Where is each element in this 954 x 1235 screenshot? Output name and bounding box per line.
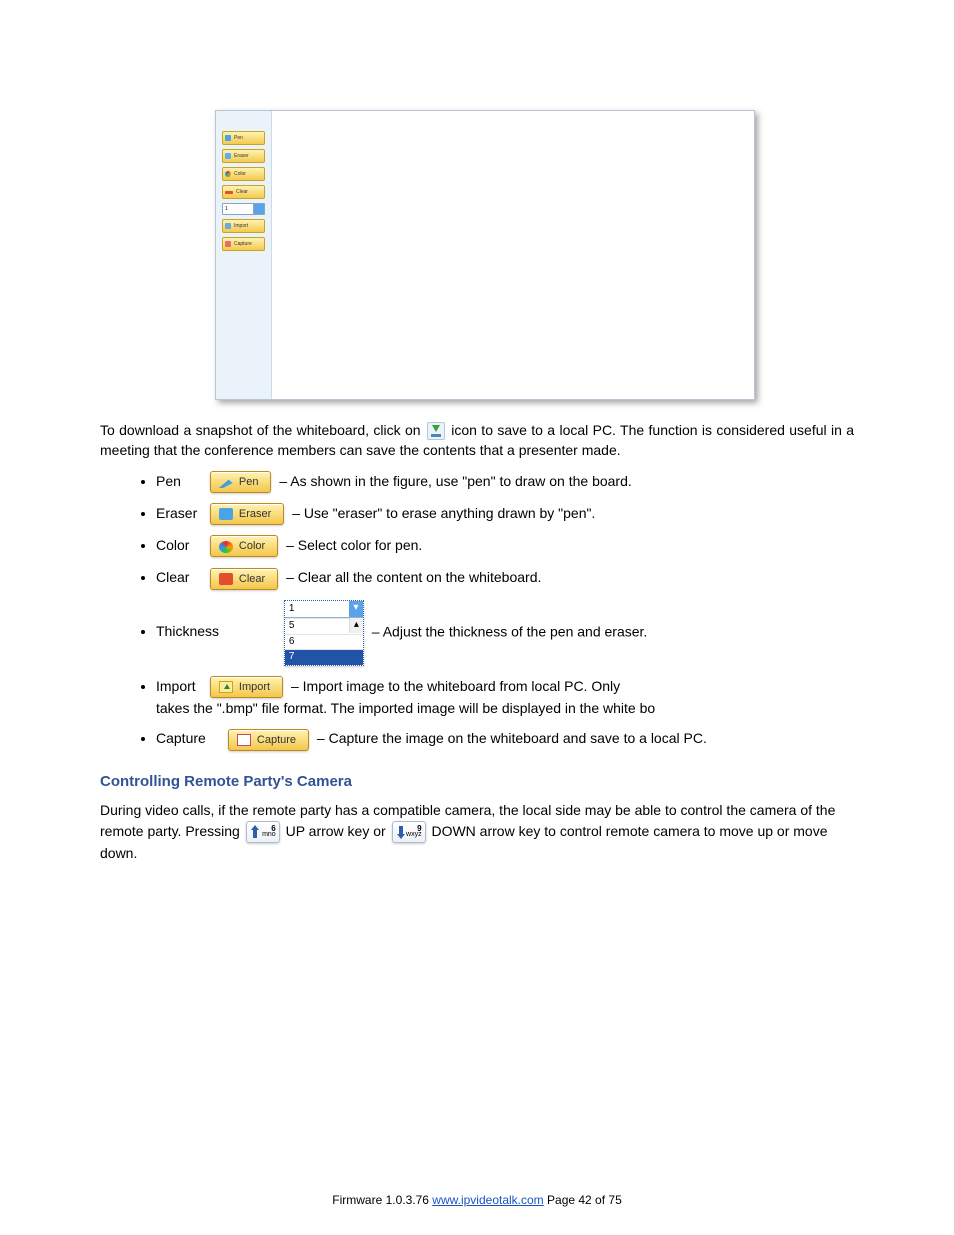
color-button[interactable]: Color — [210, 535, 278, 557]
wb-eraser-button[interactable]: Eraser — [222, 149, 265, 163]
pen-dash: – — [279, 473, 287, 489]
pen-item: Pen Pen – As shown in the figure, use "p… — [156, 471, 854, 493]
key-letters: wxyz — [406, 830, 422, 841]
thickness-dash: – — [372, 623, 380, 639]
wb-color-label: Color — [234, 171, 246, 177]
capture-icon — [237, 734, 251, 746]
thickness-desc: Adjust the thickness of the pen and eras… — [383, 623, 648, 639]
color-dash: – — [286, 537, 294, 553]
footer-pre: Firmware 1.0.3.76 — [332, 1193, 432, 1207]
thickness-option[interactable]: 6 — [285, 634, 363, 650]
thickness-option-selected[interactable]: 7 — [285, 649, 363, 665]
color-prefix: Color — [156, 535, 202, 555]
capture-button[interactable]: Capture — [228, 729, 309, 751]
clear-item: Clear Clear – Clear all the content on t… — [156, 567, 854, 589]
wb-thickness-selector[interactable]: 1 — [222, 203, 265, 215]
down-arrow-key[interactable]: 9 wxyz — [392, 821, 426, 843]
wb-pen-button[interactable]: Pen — [222, 131, 265, 145]
pen-icon — [219, 476, 233, 488]
capture-prefix: Capture — [156, 728, 220, 748]
dropdown-arrow-icon[interactable]: ▾ — [349, 601, 363, 618]
eraser-icon — [225, 153, 231, 159]
capture-dash: – — [317, 730, 325, 746]
page: Pen Eraser Color Clear 1 Import Capture … — [0, 0, 954, 1235]
capture-icon — [225, 241, 231, 247]
color-item: Color Color – Select color for pen. — [156, 535, 854, 557]
clear-icon — [225, 191, 233, 194]
download-pre-text: To download a snapshot of the whiteboard… — [100, 422, 425, 438]
wb-capture-label: Capture — [234, 241, 252, 247]
wb-capture-button[interactable]: Capture — [222, 237, 265, 251]
eraser-prefix: Eraser — [156, 503, 202, 523]
page-footer: Firmware 1.0.3.76 www.ipvideotalk.com Pa… — [0, 1193, 954, 1207]
import-icon — [225, 223, 231, 229]
clear-icon — [219, 573, 233, 585]
pen-button-label: Pen — [239, 476, 259, 488]
color-button-label: Color — [239, 540, 265, 552]
wb-thickness-value: 1 — [225, 206, 228, 212]
key-letters: mno — [262, 830, 276, 841]
wb-clear-label: Clear — [236, 189, 248, 195]
footer-link[interactable]: www.ipvideotalk.com — [432, 1193, 543, 1207]
up-arrow-key[interactable]: 6 mno — [246, 821, 280, 843]
wb-eraser-label: Eraser — [234, 153, 249, 159]
footer-post: Page 42 of 75 — [547, 1193, 622, 1207]
wb-import-label: Import — [234, 223, 248, 229]
clear-button[interactable]: Clear — [210, 568, 278, 590]
wb-clear-button[interactable]: Clear — [222, 185, 265, 199]
camera-control-heading: Controlling Remote Party's Camera — [100, 773, 854, 790]
import-prefix: Import — [156, 676, 202, 696]
import-button-label: Import — [239, 681, 270, 693]
whiteboard-sidebar: Pen Eraser Color Clear 1 Import Capture — [216, 111, 272, 399]
up-arrow-icon — [250, 825, 260, 839]
clear-desc: Clear all the content on the whiteboard. — [298, 569, 542, 585]
download-icon[interactable] — [427, 422, 445, 440]
pencil-icon — [225, 135, 231, 141]
import-desc-line1: Import image to the whiteboard from loca… — [303, 678, 620, 694]
ctrl-mid-text: UP arrow key or — [286, 823, 390, 839]
pen-button[interactable]: Pen — [210, 471, 272, 493]
eraser-button-label: Eraser — [239, 508, 271, 520]
thickness-item: Thickness 1 ▾ ▴ 5 6 7 – Adjust the thick… — [156, 600, 854, 666]
thickness-current-value: 1 — [285, 601, 349, 618]
import-button[interactable]: Import — [210, 676, 283, 698]
color-desc: Select color for pen. — [298, 537, 423, 553]
pen-desc: As shown in the figure, use "pen" to dra… — [290, 473, 631, 489]
clear-button-label: Clear — [239, 573, 265, 585]
import-desc-line2: takes the ".bmp" file format. The import… — [156, 700, 655, 716]
scroll-up-icon[interactable]: ▴ — [349, 618, 363, 633]
thickness-prefix: Thickness — [156, 621, 276, 641]
download-paragraph: To download a snapshot of the whiteboard… — [100, 420, 854, 461]
eraser-item: Eraser Eraser – Use "eraser" to erase an… — [156, 503, 854, 525]
thickness-dropdown[interactable]: 1 ▾ ▴ 5 6 7 — [284, 600, 364, 666]
pen-prefix: Pen — [156, 471, 202, 491]
import-item: Import Import – Import image to the whit… — [156, 676, 854, 719]
capture-button-label: Capture — [257, 734, 296, 746]
whiteboard-screenshot: Pen Eraser Color Clear 1 Import Capture — [215, 110, 755, 400]
wb-color-button[interactable]: Color — [222, 167, 265, 181]
wb-import-button[interactable]: Import — [222, 219, 265, 233]
import-icon — [219, 681, 233, 693]
camera-control-paragraph: During video calls, if the remote party … — [100, 800, 854, 864]
eraser-button[interactable]: Eraser — [210, 503, 284, 525]
eraser-icon — [219, 508, 233, 520]
color-icon — [219, 541, 233, 553]
whiteboard-canvas[interactable] — [272, 111, 754, 399]
import-dash: – — [291, 678, 299, 694]
capture-desc: Capture the image on the whiteboard and … — [329, 730, 707, 746]
color-icon — [225, 171, 231, 177]
capture-item: Capture Capture – Capture the image on t… — [156, 728, 854, 750]
clear-dash: – — [286, 569, 294, 585]
down-arrow-icon — [396, 825, 406, 839]
clear-prefix: Clear — [156, 567, 202, 587]
wb-pen-label: Pen — [234, 135, 243, 141]
eraser-desc: Use "eraser" to erase anything drawn by … — [304, 505, 595, 521]
eraser-dash: – — [292, 505, 300, 521]
tool-list: Pen Pen – As shown in the figure, use "p… — [100, 471, 854, 751]
